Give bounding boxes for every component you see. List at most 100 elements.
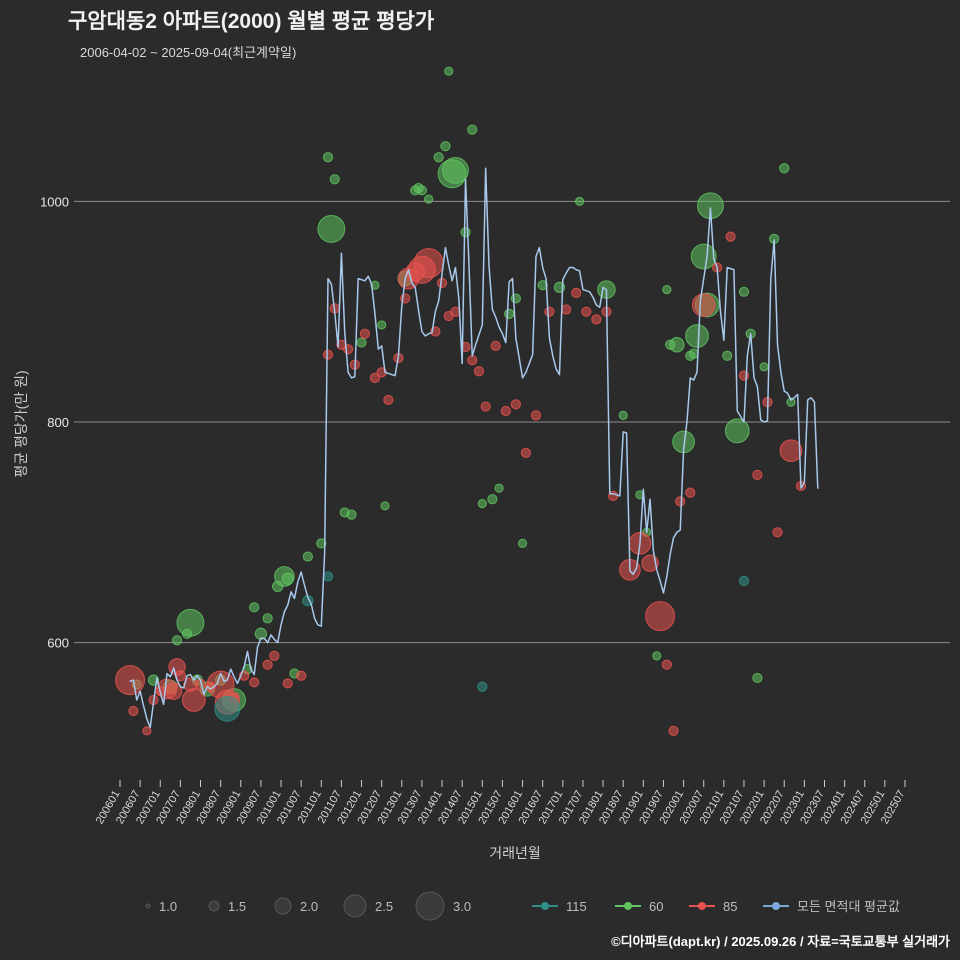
data-bubble [424,194,434,204]
page-title: 구암대동2 아파트(2000) 월별 평균 평당가 [68,10,435,33]
data-bubble [296,670,307,681]
data-bubble [490,340,501,351]
data-bubble [752,469,763,481]
legend-series-dot[interactable] [624,902,632,910]
data-bubble [416,185,428,196]
legend-size-marker [343,894,367,918]
legend-series-label[interactable]: 60 [649,899,663,914]
data-bubble [668,725,679,736]
x-axis-title: 거래년월 [489,845,541,861]
data-bubble [779,439,803,463]
data-bubble [171,635,183,646]
data-bubble [282,678,293,689]
data-bubble [477,681,488,692]
data-bubble [477,499,487,509]
data-bubble [510,399,521,410]
data-bubble [618,410,628,420]
y-tick-label: 1000 [40,194,69,209]
data-bubble [691,293,716,317]
data-bubble [487,494,498,505]
data-bubble [377,320,387,330]
data-bubble [510,293,521,304]
data-bubble [494,483,504,493]
data-bubble [269,650,280,661]
data-bubble [786,397,796,407]
y-tick-label: 600 [47,636,69,651]
data-bubble [142,726,152,736]
data-bubble [480,401,491,412]
legend-size-label: 1.5 [228,899,246,914]
data-bubble [662,285,672,295]
data-bubble [433,152,444,163]
data-bubble [591,314,602,325]
legend-size-marker [208,900,220,912]
bubble-series-layer [115,66,807,736]
data-bubble [575,196,585,206]
legend-series-label[interactable]: 모든 면적대 평균값 [797,899,900,914]
data-bubble [661,659,672,670]
data-bubble [322,349,334,360]
data-bubble [343,344,354,355]
legend-series-dot[interactable] [541,902,549,910]
data-bubble [346,509,357,520]
data-bubble [504,308,515,319]
data-bubble [645,601,676,632]
data-bubble [322,571,334,582]
legend-series-dot[interactable] [698,902,706,910]
data-bubble [214,695,241,722]
data-bubble [752,672,763,684]
data-bubble [722,350,733,361]
average-price-line [129,167,819,729]
legend-series-label[interactable]: 115 [566,899,587,914]
data-bubble [725,231,736,242]
legend-size-marker [415,891,445,921]
data-bubble [262,659,273,670]
data-bubble [444,66,454,76]
data-bubble [738,286,750,297]
data-bubble [467,355,478,366]
y-axis-title: 평균 평당가(만 원) [13,370,29,477]
data-bubble [442,157,469,184]
legend-size-label: 3.0 [453,899,471,914]
data-bubble [652,651,662,661]
data-bubble [517,538,528,548]
legend-size-label: 1.0 [159,899,177,914]
y-tick-label: 800 [47,415,69,430]
data-bubble [688,348,699,359]
data-bubble [467,124,478,135]
data-bubble [779,163,790,174]
legend-size-marker [145,903,151,909]
data-bubble [356,337,367,348]
legend-size-label: 2.5 [375,899,393,914]
chart-legend[interactable]: 1.0 1.5 2.0 2.5 3.0 115 60 85 모든 면적대 평균값 [145,891,900,921]
data-bubble [181,688,206,712]
data-bubble [383,394,394,406]
data-bubble [281,572,294,585]
data-bubble [520,447,532,458]
data-bubble [317,214,346,243]
data-bubble [413,248,444,279]
data-bubble [571,287,582,299]
y-axis-ticks: 600 800 1000 [40,194,80,651]
legend-series-label[interactable]: 85 [723,899,737,914]
data-bubble [380,501,390,511]
data-bubble [530,410,542,421]
data-bubble [537,280,548,291]
data-bubble [685,324,709,348]
data-bubble [581,306,592,317]
data-bubble [669,337,685,353]
data-bubble [724,418,750,444]
data-bubble [115,665,146,696]
legend-series-dot[interactable] [772,902,780,910]
data-bubble [772,527,783,538]
legend-size-marker [274,897,292,915]
data-bubble [262,613,273,624]
data-bubble [302,551,313,562]
data-bubble [690,243,717,270]
gridlines [80,200,950,644]
data-bubble [544,306,555,317]
data-bubble [249,602,260,613]
data-bubble [675,496,686,507]
data-bubble [316,538,327,549]
